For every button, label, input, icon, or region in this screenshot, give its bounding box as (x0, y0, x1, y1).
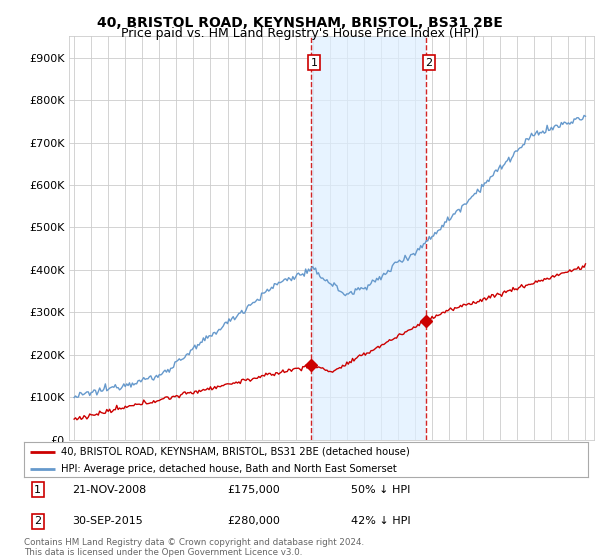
Text: 1: 1 (34, 485, 41, 495)
Text: £280,000: £280,000 (227, 516, 280, 526)
Text: 40, BRISTOL ROAD, KEYNSHAM, BRISTOL, BS31 2BE (detached house): 40, BRISTOL ROAD, KEYNSHAM, BRISTOL, BS3… (61, 447, 409, 457)
Text: £175,000: £175,000 (227, 485, 280, 495)
Text: Contains HM Land Registry data © Crown copyright and database right 2024.
This d: Contains HM Land Registry data © Crown c… (24, 538, 364, 557)
Text: 50% ↓ HPI: 50% ↓ HPI (351, 485, 410, 495)
Text: 1: 1 (310, 58, 317, 68)
Text: 21-NOV-2008: 21-NOV-2008 (72, 485, 146, 495)
Bar (311, 36, 427, 440)
Text: 2: 2 (34, 516, 41, 526)
Text: 2: 2 (425, 58, 433, 68)
Text: HPI: Average price, detached house, Bath and North East Somerset: HPI: Average price, detached house, Bath… (61, 464, 397, 474)
Text: Price paid vs. HM Land Registry's House Price Index (HPI): Price paid vs. HM Land Registry's House … (121, 27, 479, 40)
Text: 40, BRISTOL ROAD, KEYNSHAM, BRISTOL, BS31 2BE: 40, BRISTOL ROAD, KEYNSHAM, BRISTOL, BS3… (97, 16, 503, 30)
Text: 30-SEP-2015: 30-SEP-2015 (72, 516, 143, 526)
Text: 42% ↓ HPI: 42% ↓ HPI (351, 516, 411, 526)
